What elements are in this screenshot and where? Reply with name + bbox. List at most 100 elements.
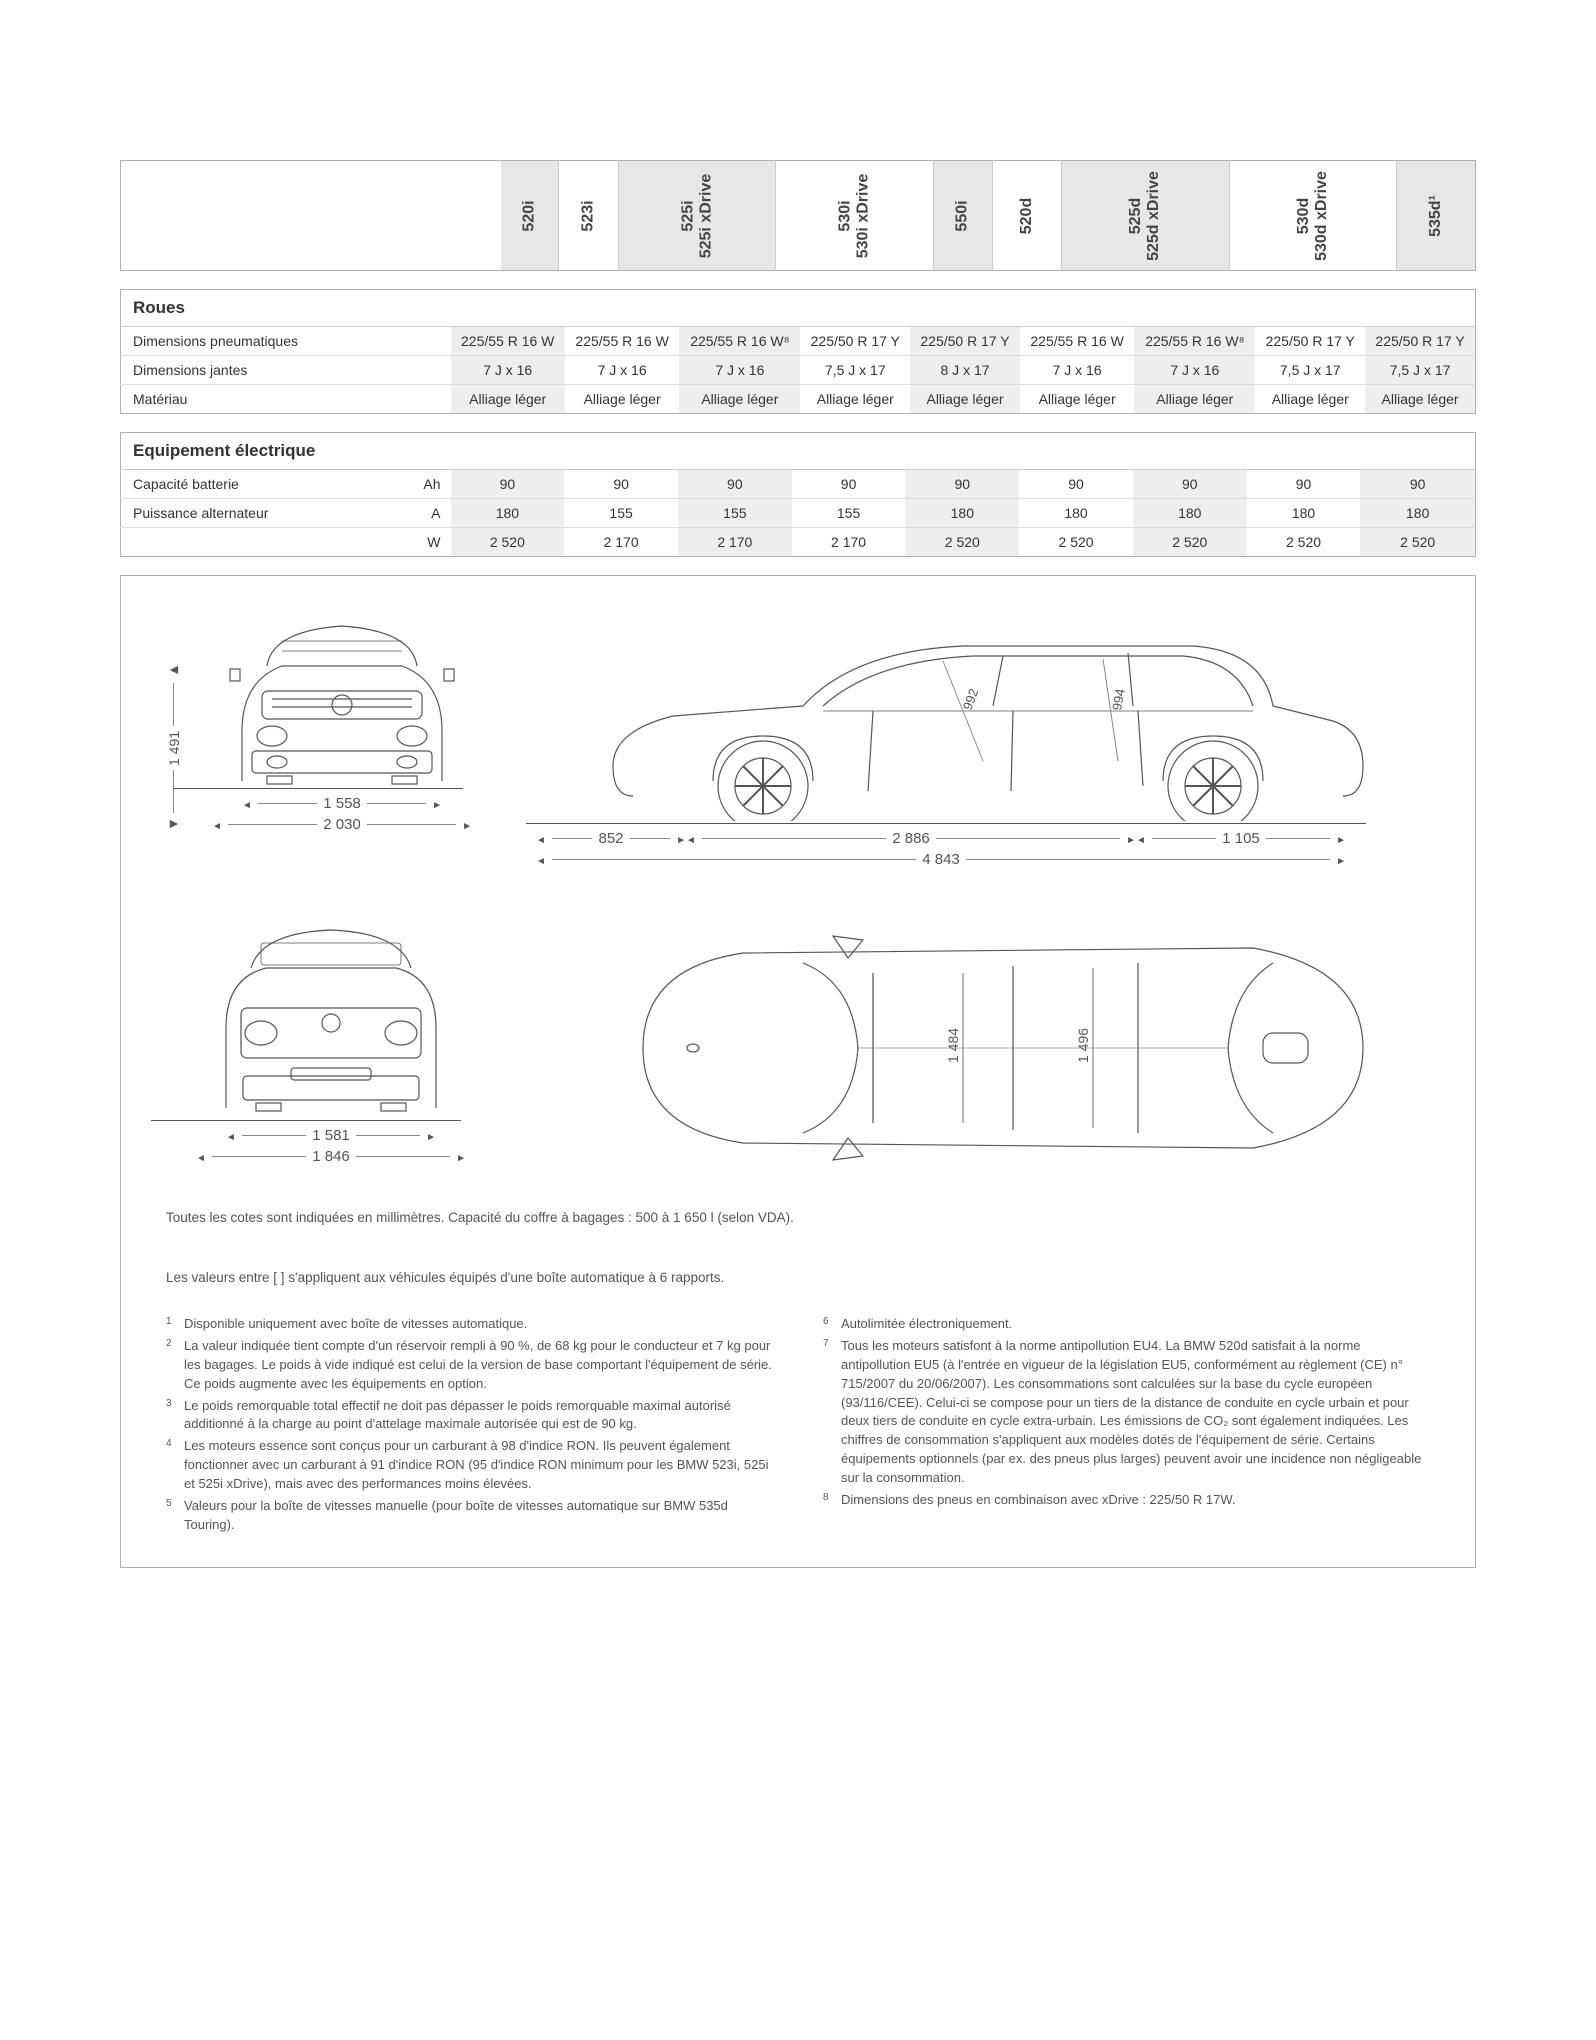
model-col-label: 535d¹ bbox=[1427, 195, 1445, 237]
top-view: 1 484 1 496 bbox=[536, 918, 1430, 1178]
dim-headroom-front: 992 bbox=[960, 687, 982, 713]
cell-value: 90 bbox=[564, 470, 678, 499]
cell-value: 2 520 bbox=[1247, 528, 1361, 557]
cell-value: 225/50 R 17 Y bbox=[800, 327, 910, 356]
cell-value: 2 520 bbox=[905, 528, 1019, 557]
section-title: Equipement électrique bbox=[121, 433, 1476, 470]
cell-value: Alliage léger bbox=[1255, 385, 1365, 414]
cell-value: 90 bbox=[1019, 470, 1133, 499]
cell-value: Alliage léger bbox=[1134, 385, 1255, 414]
row-unit: Ah bbox=[401, 470, 451, 499]
footnote-text: Dimensions des pneus en combinaison avec… bbox=[841, 1491, 1236, 1510]
row-label: Dimensions pneumatiques bbox=[121, 327, 401, 356]
model-col-label: 520i bbox=[520, 200, 538, 231]
cell-value: 2 520 bbox=[1133, 528, 1247, 557]
cell-value: 155 bbox=[678, 499, 792, 528]
model-col-label: 530i530i xDrive bbox=[837, 173, 873, 258]
footnote-text: Valeurs pour la boîte de vitesses manuel… bbox=[184, 1497, 773, 1535]
car-side-svg: 992 994 bbox=[573, 611, 1393, 821]
cell-value: Alliage léger bbox=[1020, 385, 1134, 414]
cell-value: 7 J x 16 bbox=[1020, 356, 1134, 385]
cell-value: 180 bbox=[1360, 499, 1475, 528]
car-front-svg bbox=[212, 611, 472, 786]
dim-wheelbase: 2 886 bbox=[892, 830, 930, 847]
spec-tables: RouesDimensions pneumatiques 225/55 R 16 … bbox=[120, 289, 1476, 557]
row-unit bbox=[401, 356, 451, 385]
model-col-label: 525d525d xDrive bbox=[1127, 171, 1163, 261]
section-title: Roues bbox=[121, 290, 1476, 327]
cell-value: 90 bbox=[678, 470, 792, 499]
dim-front-overhang: 852 bbox=[598, 830, 623, 847]
row-label: Capacité batterie bbox=[121, 470, 401, 499]
cell-value: 8 J x 17 bbox=[910, 356, 1020, 385]
dim-length: 4 843 bbox=[922, 851, 960, 868]
footnote-text: Disponible uniquement avec boîte de vite… bbox=[184, 1315, 527, 1334]
model-col-label: 520d bbox=[1018, 197, 1036, 233]
cell-value: 2 520 bbox=[451, 528, 565, 557]
cell-value: 90 bbox=[1247, 470, 1361, 499]
model-col-label: 550i bbox=[954, 200, 972, 231]
cell-value: 2 520 bbox=[1360, 528, 1475, 557]
dim-rear-overhang: 1 105 bbox=[1222, 830, 1260, 847]
rear-view: 1 581 1 846 bbox=[166, 918, 496, 1178]
cell-value: Alliage léger bbox=[565, 385, 679, 414]
cell-value: 225/55 R 16 W⁸ bbox=[1134, 327, 1255, 356]
dim-front-track: 1 558 bbox=[323, 795, 361, 812]
cell-value: 155 bbox=[564, 499, 678, 528]
footnotes: 1Disponible uniquement avec boîte de vit… bbox=[166, 1315, 1430, 1537]
footnotes-intro: Les valeurs entre [ ] s'appliquent aux v… bbox=[166, 1268, 1430, 1288]
cell-value: 7,5 J x 17 bbox=[1255, 356, 1365, 385]
footnote-text: Tous les moteurs satisfont à la norme an… bbox=[841, 1337, 1430, 1488]
cell-value: 90 bbox=[905, 470, 1019, 499]
cell-value: Alliage léger bbox=[451, 385, 565, 414]
cell-value: Alliage léger bbox=[800, 385, 910, 414]
cell-value: 225/55 R 16 W⁸ bbox=[679, 327, 800, 356]
footnote-text: La valeur indiquée tient compte d'un rés… bbox=[184, 1337, 773, 1394]
cell-value: 90 bbox=[1133, 470, 1247, 499]
cell-value: 7,5 J x 17 bbox=[1365, 356, 1475, 385]
car-top-svg: 1 484 1 496 bbox=[573, 918, 1393, 1178]
cell-value: 225/50 R 17 Y bbox=[1365, 327, 1475, 356]
row-label: Matériau bbox=[121, 385, 401, 414]
cell-value: 180 bbox=[1247, 499, 1361, 528]
row-label: Puissance alternateur bbox=[121, 499, 401, 528]
models-header: 520i523i525i525i xDrive530i530i xDrive55… bbox=[120, 160, 1476, 271]
cell-value: 225/55 R 16 W bbox=[451, 327, 565, 356]
row-label: Dimensions jantes bbox=[121, 356, 401, 385]
cell-value: 225/55 R 16 W bbox=[1020, 327, 1134, 356]
dim-rear-width: 1 846 bbox=[312, 1148, 350, 1165]
cell-value: 180 bbox=[905, 499, 1019, 528]
model-col-label: 530d530d xDrive bbox=[1295, 171, 1331, 261]
dimensions-diagram: ◄1 491► bbox=[120, 575, 1476, 1568]
row-unit: A bbox=[401, 499, 451, 528]
dim-front-width: 2 030 bbox=[323, 816, 361, 833]
row-unit: W bbox=[401, 528, 451, 557]
cell-value: 90 bbox=[792, 470, 906, 499]
cell-value: 225/50 R 17 Y bbox=[910, 327, 1020, 356]
front-view: ◄1 491► bbox=[166, 611, 496, 868]
cell-value: Alliage léger bbox=[1365, 385, 1475, 414]
cell-value: 90 bbox=[451, 470, 565, 499]
cell-value: 180 bbox=[1019, 499, 1133, 528]
diagram-caption: Toutes les cotes sont indiquées en milli… bbox=[166, 1208, 1430, 1228]
dim-front-height: 1 491 bbox=[166, 730, 182, 765]
side-view: 992 994 852 2 886 1 105 4 843 bbox=[536, 611, 1430, 868]
dim-rear-track: 1 581 bbox=[312, 1127, 350, 1144]
cell-value: 7 J x 16 bbox=[451, 356, 565, 385]
dim-shoulder-front: 1 484 bbox=[945, 1028, 961, 1063]
cell-value: 2 170 bbox=[792, 528, 906, 557]
row-unit bbox=[401, 385, 451, 414]
cell-value: 7 J x 16 bbox=[1134, 356, 1255, 385]
cell-value: Alliage léger bbox=[910, 385, 1020, 414]
footnote-text: Les moteurs essence sont conçus pour un … bbox=[184, 1437, 773, 1494]
cell-value: 2 170 bbox=[564, 528, 678, 557]
cell-value: 180 bbox=[451, 499, 565, 528]
cell-value: Alliage léger bbox=[679, 385, 800, 414]
model-col-label: 523i bbox=[579, 200, 597, 231]
section-table: Equipement électriqueCapacité batterieAh… bbox=[120, 432, 1476, 557]
dim-shoulder-rear: 1 496 bbox=[1075, 1028, 1091, 1063]
cell-value: 7 J x 16 bbox=[679, 356, 800, 385]
row-label bbox=[121, 528, 401, 557]
cell-value: 225/50 R 17 Y bbox=[1255, 327, 1365, 356]
cell-value: 180 bbox=[1133, 499, 1247, 528]
